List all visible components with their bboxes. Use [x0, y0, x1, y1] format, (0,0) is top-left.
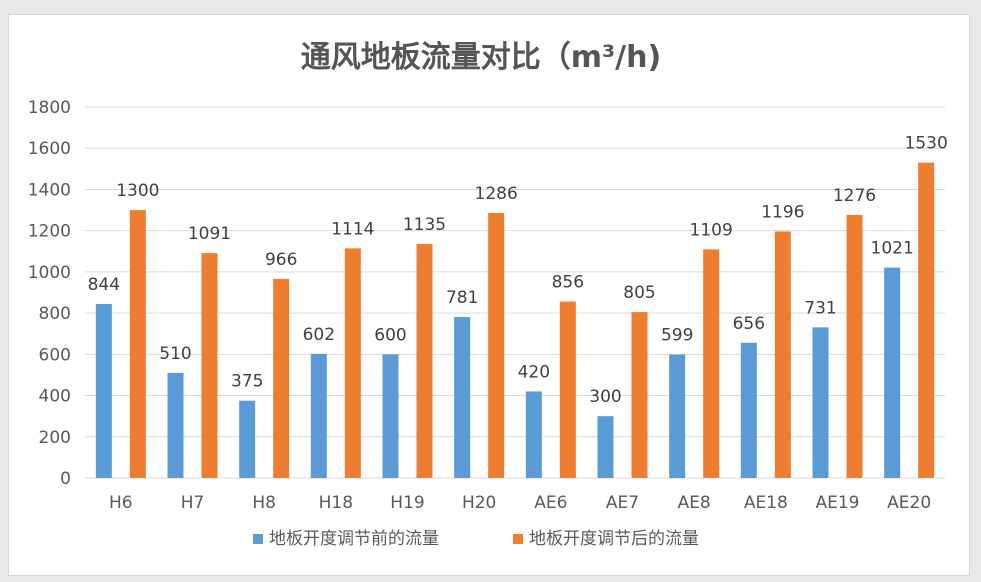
- x-tick-label-H7: H7: [181, 493, 205, 513]
- bar-chart: 通风地板流量对比（m³/h) 0 200 400 600 800 1000 1200 1400…: [28, 40, 948, 549]
- x-tick-label-H6: H6: [109, 493, 133, 513]
- data-label-before-H8: 375: [231, 372, 263, 392]
- data-label-after-H20: 1286: [475, 184, 518, 204]
- y-axis-ticks: 0 200 400 600 800 1000 1200 1400 1600 1800: [28, 98, 71, 489]
- x-tick-label-H19: H19: [390, 493, 424, 513]
- y-tick-label: 1600: [28, 139, 71, 159]
- bar-after-H6: [129, 210, 146, 479]
- data-label-before-AE20: 1021: [871, 239, 914, 259]
- data-label-after-AE19: 1276: [833, 186, 876, 206]
- bar-after-H18: [344, 248, 361, 478]
- data-label-after-AE18: 1196: [761, 202, 804, 222]
- data-label-before-H18: 602: [303, 325, 335, 345]
- data-label-before-H7: 510: [159, 344, 191, 364]
- y-tick-label: 400: [39, 387, 71, 407]
- data-label-after-AE6: 856: [552, 273, 584, 293]
- bar-before-AE8: [669, 354, 686, 478]
- bar-after-AE18: [774, 231, 791, 478]
- y-tick-label: 1200: [28, 222, 71, 242]
- grid-layer: [85, 106, 945, 479]
- data-label-before-H19: 600: [374, 325, 406, 345]
- chart-frame: 通风地板流量对比（m³/h) 0 200 400 600 800 1000 1200 1400…: [8, 14, 970, 576]
- data-label-before-H20: 781: [446, 288, 478, 308]
- data-label-before-AE18: 656: [733, 314, 765, 334]
- bar-before-AE7: [597, 416, 614, 478]
- data-label-after-H8: 966: [265, 250, 297, 270]
- x-tick-label-H18: H18: [319, 493, 353, 513]
- data-label-after-H6: 1300: [116, 181, 159, 201]
- bar-after-AE20: [918, 162, 935, 478]
- legend: 地板开度调节前的流量 地板开度调节后的流量: [253, 529, 699, 549]
- x-tick-label-AE8: AE8: [678, 493, 711, 513]
- data-label-after-H18: 1114: [331, 219, 374, 239]
- bar-after-AE19: [846, 215, 863, 478]
- y-tick-label: 1800: [28, 98, 71, 118]
- bar-before-H8: [239, 400, 256, 478]
- y-tick-label: 1400: [28, 180, 71, 200]
- x-tick-label-H20: H20: [462, 493, 496, 513]
- bar-before-AE6: [525, 391, 542, 478]
- legend-swatch-before: [253, 534, 263, 544]
- bar-after-AE6: [559, 301, 576, 478]
- x-tick-label-AE20: AE20: [887, 493, 931, 513]
- bar-before-AE18: [740, 342, 757, 478]
- x-tick-label-AE6: AE6: [534, 493, 567, 513]
- x-tick-label-AE19: AE19: [815, 493, 859, 513]
- y-tick-label: 200: [39, 428, 71, 448]
- data-label-before-AE19: 731: [804, 298, 836, 318]
- y-tick-label: 600: [39, 345, 71, 365]
- bar-before-H18: [310, 353, 327, 478]
- bar-after-H19: [416, 244, 433, 478]
- chart-title: 通风地板流量对比（m³/h): [301, 40, 661, 75]
- bar-before-H20: [454, 317, 471, 478]
- legend-label-after: 地板开度调节后的流量: [529, 529, 699, 549]
- bar-after-H7: [201, 253, 218, 478]
- x-tick-label-AE18: AE18: [744, 493, 788, 513]
- bar-before-H19: [382, 354, 399, 478]
- y-tick-label: 0: [60, 469, 71, 489]
- y-tick-label: 1000: [28, 263, 71, 283]
- y-tick-label: 800: [39, 304, 71, 324]
- bar-after-H8: [273, 278, 290, 478]
- x-tick-label-H8: H8: [252, 493, 276, 513]
- bar-after-H20: [488, 212, 505, 479]
- bar-before-AE19: [812, 327, 829, 478]
- data-label-after-H19: 1135: [403, 215, 446, 235]
- legend-swatch-after: [513, 534, 523, 544]
- legend-label-before: 地板开度调节前的流量: [269, 529, 439, 549]
- data-label-after-AE7: 805: [623, 283, 655, 303]
- bar-before-AE20: [884, 267, 901, 478]
- data-label-before-AE8: 599: [661, 326, 693, 346]
- bar-after-AE7: [631, 312, 648, 478]
- x-tick-label-AE7: AE7: [606, 493, 639, 513]
- bar-before-H7: [167, 372, 184, 478]
- data-label-before-AE7: 300: [589, 387, 621, 407]
- data-label-after-AE20: 1530: [905, 134, 948, 154]
- data-label-after-AE8: 1109: [690, 220, 733, 240]
- data-label-before-AE6: 420: [518, 362, 550, 382]
- bars: [95, 162, 935, 479]
- data-labels: 844 1300 510 1091 375 966 602 1114 600 1135 781 128…: [88, 134, 948, 408]
- data-label-before-H6: 844: [88, 275, 120, 295]
- bar-after-AE8: [703, 249, 720, 478]
- data-label-after-H7: 1091: [188, 224, 231, 244]
- bar-before-H6: [95, 304, 112, 478]
- x-axis-ticks: H6 H7 H8 H18 H19 H20 AE6 AE7 AE8 AE18 AE19 AE20: [109, 493, 931, 513]
